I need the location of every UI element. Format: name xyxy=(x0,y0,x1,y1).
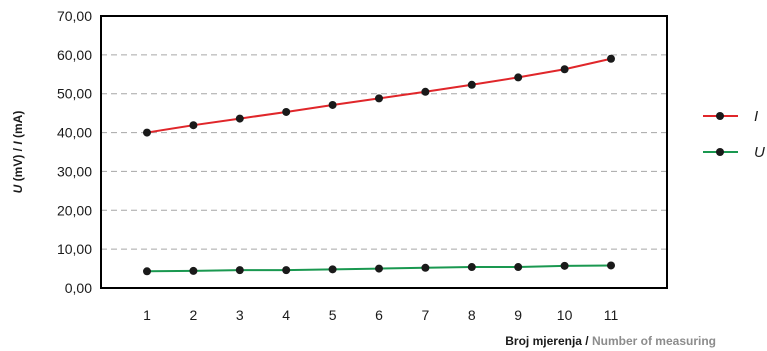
x-tick-label: 9 xyxy=(514,307,522,323)
data-point xyxy=(607,54,615,63)
data-point xyxy=(328,265,337,274)
legend-item-I: I xyxy=(703,108,758,125)
legend-marker xyxy=(716,148,724,156)
y-tick-label: 70,00 xyxy=(57,8,92,24)
x-tick-label: 6 xyxy=(375,307,383,323)
x-tick-label: 7 xyxy=(422,307,430,323)
y-tick-label: 60,00 xyxy=(57,47,92,63)
y-tick-label: 0,00 xyxy=(65,280,92,296)
legend-label: U xyxy=(754,144,765,161)
data-point xyxy=(560,261,569,270)
data-point xyxy=(143,267,151,276)
y-axis-ticks: 0,00 10,00 20,00 30,00 40,00 50,00 60,00 70,00 xyxy=(57,8,92,296)
legend-marker xyxy=(716,112,724,120)
data-point xyxy=(189,121,198,130)
data-point xyxy=(560,65,569,74)
data-point xyxy=(328,100,337,109)
y-tick-label: 50,00 xyxy=(57,86,92,102)
x-axis-label-alt: Number of measuring xyxy=(592,334,716,348)
y-tick-label: 20,00 xyxy=(57,202,92,218)
y-tick-label: 40,00 xyxy=(57,125,92,141)
series-group xyxy=(143,54,615,276)
data-point xyxy=(607,261,615,270)
data-point xyxy=(282,266,291,275)
data-point xyxy=(467,263,476,272)
data-point xyxy=(235,114,244,123)
y-tick-label: 10,00 xyxy=(57,241,92,257)
x-tick-label: 10 xyxy=(557,307,573,323)
data-point xyxy=(189,266,198,275)
y-axis-label-unit2: (mA) xyxy=(11,111,25,142)
data-point xyxy=(514,73,523,82)
x-tick-label: 2 xyxy=(190,307,198,323)
x-tick-label: 1 xyxy=(143,307,151,323)
data-point xyxy=(375,264,383,273)
grid-lines xyxy=(101,54,667,250)
data-point xyxy=(282,107,291,116)
y-tick-label: 30,00 xyxy=(57,163,92,179)
series-I xyxy=(143,54,615,137)
x-tick-label: 8 xyxy=(468,307,476,323)
x-tick-label: 3 xyxy=(236,307,244,323)
data-point xyxy=(235,266,244,275)
data-point xyxy=(421,263,430,272)
x-axis-label: Broj mjerenja / Number of measuring xyxy=(505,334,716,348)
data-point xyxy=(467,80,476,89)
x-tick-label: 4 xyxy=(282,307,290,323)
y-axis-label-unit1: (mV) / xyxy=(11,145,25,185)
series-U xyxy=(143,261,615,276)
y-axis-label-var2: I xyxy=(11,141,25,145)
x-tick-label: 5 xyxy=(329,307,337,323)
y-axis-label: U (mV) / I (mA) xyxy=(11,111,25,194)
legend-item-U: U xyxy=(703,144,765,161)
x-axis-ticks: 1 2 3 4 5 6 7 8 9 10 11 xyxy=(143,307,618,323)
data-point xyxy=(375,94,383,103)
x-axis-label-main: Broj mjerenja / xyxy=(505,334,592,348)
legend-label: I xyxy=(754,108,758,125)
x-tick-label: 11 xyxy=(604,307,619,323)
data-point xyxy=(514,263,523,272)
data-point xyxy=(421,87,430,96)
data-point xyxy=(143,128,151,137)
y-axis-label-var1: U xyxy=(11,184,25,193)
plot-area-frame xyxy=(100,15,668,289)
legend: IU xyxy=(703,108,765,161)
